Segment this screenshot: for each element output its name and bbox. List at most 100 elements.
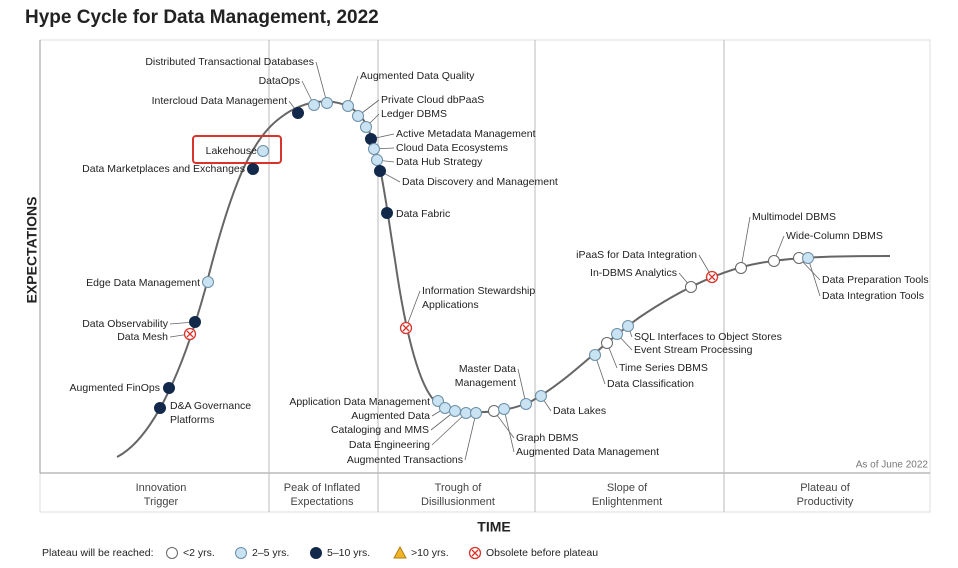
- legend-label: Obsolete before plateau: [486, 547, 598, 559]
- leader-line: [740, 216, 751, 269]
- legend-marker: [393, 545, 407, 559]
- technology-marker: [439, 402, 451, 414]
- technology-marker: [685, 281, 697, 293]
- technology-label: Intercloud Data Management: [152, 95, 287, 107]
- technology-label: Data Hub Strategy: [396, 156, 483, 168]
- technology-label: Application Data Management: [289, 396, 430, 408]
- phase-label: Trigger: [144, 496, 179, 508]
- technology-label: Cataloging and MMS: [331, 424, 429, 436]
- phase-label: Plateau of: [800, 482, 850, 494]
- technology-label: Applications: [422, 299, 479, 311]
- technology-label: Augmented Data Quality: [360, 70, 475, 82]
- technology-marker: [189, 316, 201, 328]
- phase-dividers: [268, 40, 725, 512]
- leader-line: [315, 61, 328, 104]
- technology-label: Cloud Data Ecosystems: [396, 142, 508, 154]
- leader-line: [807, 257, 821, 297]
- technology-marker: [308, 99, 320, 111]
- technology-label: Augmented Data: [351, 410, 430, 422]
- x-axis-label: TIME: [477, 519, 510, 535]
- technology-marker: [292, 107, 304, 119]
- technology-marker: [802, 252, 814, 264]
- technology-marker: [352, 110, 364, 122]
- technology-label: Distributed Transactional Databases: [145, 56, 314, 68]
- technology-label: In-DBMS Analytics: [590, 267, 677, 279]
- technology-label: Edge Data Management: [86, 277, 200, 289]
- technology-label: Data Marketplaces and Exchanges: [82, 163, 245, 175]
- technology-marker: [622, 320, 634, 332]
- legend-marker: [235, 547, 247, 559]
- phase-label: Enlightenment: [592, 496, 662, 508]
- technology-marker: [611, 328, 623, 340]
- technology-label: Time Series DBMS: [619, 362, 708, 374]
- technology-marker: [163, 382, 175, 394]
- technology-label: Data Observability: [82, 318, 169, 330]
- technology-marker: [535, 390, 547, 402]
- items: Distributed Transactional Databases DataO…: [70, 56, 929, 466]
- technology-label: Private Cloud dbPaaS: [381, 94, 484, 106]
- technology-marker-cross: [708, 273, 716, 281]
- technology-marker: [488, 405, 500, 417]
- phase-label: Slope of: [607, 482, 648, 494]
- legend-marker-cross: [471, 549, 479, 557]
- legend-title: Plateau will be reached:: [42, 547, 154, 559]
- technology-marker: [381, 207, 393, 219]
- technology-marker: [321, 97, 333, 109]
- legend-label: 5–10 yrs.: [327, 547, 370, 559]
- technology-label: Augmented Data Management: [516, 446, 659, 458]
- legend-marker: [310, 547, 322, 559]
- technology-marker: [374, 165, 386, 177]
- technology-marker: [432, 395, 444, 407]
- technology-marker: [360, 121, 372, 133]
- phase-label: Trough of: [435, 482, 483, 494]
- technology-label: Platforms: [170, 414, 214, 426]
- technology-label: D&A Governance: [170, 400, 251, 412]
- technology-marker: [449, 405, 461, 417]
- technology-label: iPaaS for Data Integration: [576, 249, 697, 261]
- technology-marker: [735, 262, 747, 274]
- phase-label: Expectations: [291, 496, 354, 508]
- technology-label: Lakehouse: [206, 145, 258, 157]
- technology-label: SQL Interfaces to Object Stores: [634, 331, 782, 343]
- leader-line: [464, 412, 477, 461]
- phase-label: Peak of Inflated: [284, 482, 360, 494]
- legend-marker: [166, 547, 178, 559]
- technology-label: DataOps: [259, 75, 300, 87]
- technology-label: Management: [455, 377, 516, 389]
- technology-marker: [768, 255, 780, 267]
- technology-label: Multimodel DBMS: [752, 211, 836, 223]
- technology-label: Data Discovery and Management: [402, 176, 558, 188]
- legend-label: >10 yrs.: [411, 547, 449, 559]
- phase-label: Productivity: [797, 496, 854, 508]
- legend-label: 2–5 yrs.: [252, 547, 289, 559]
- technology-marker: [460, 407, 472, 419]
- leader-line: [503, 408, 515, 453]
- technology-label: Ledger DBMS: [381, 108, 447, 120]
- y-axis-label: EXPECTATIONS: [24, 197, 40, 304]
- technology-marker: [202, 276, 214, 288]
- technology-marker: [601, 337, 613, 349]
- technology-label: Augmented Transactions: [347, 454, 463, 466]
- leader-line: [431, 412, 467, 446]
- technology-marker: [520, 398, 532, 410]
- technology-label: Master Data: [459, 363, 516, 375]
- technology-marker: [498, 403, 510, 415]
- technology-label: Data Mesh: [117, 331, 168, 343]
- technology-marker: [589, 349, 601, 361]
- phase-label: Innovation: [136, 482, 187, 494]
- technology-label: Information Stewardship: [422, 285, 535, 297]
- technology-marker: [247, 163, 259, 175]
- technology-marker-cross: [186, 330, 194, 338]
- technology-label: Graph DBMS: [516, 432, 578, 444]
- technology-label: Data Integration Tools: [822, 290, 924, 302]
- phase-label: Disillusionment: [421, 496, 495, 508]
- technology-label: Wide-Column DBMS: [786, 230, 883, 242]
- technology-label: Active Metadata Management: [396, 128, 536, 140]
- technology-label: Data Classification: [607, 378, 694, 390]
- technology-marker-cross: [402, 324, 410, 332]
- technology-marker: [365, 133, 377, 145]
- technology-label: Augmented FinOps: [70, 382, 160, 394]
- technology-label: Data Engineering: [349, 439, 430, 451]
- technology-label: Data Fabric: [396, 208, 450, 220]
